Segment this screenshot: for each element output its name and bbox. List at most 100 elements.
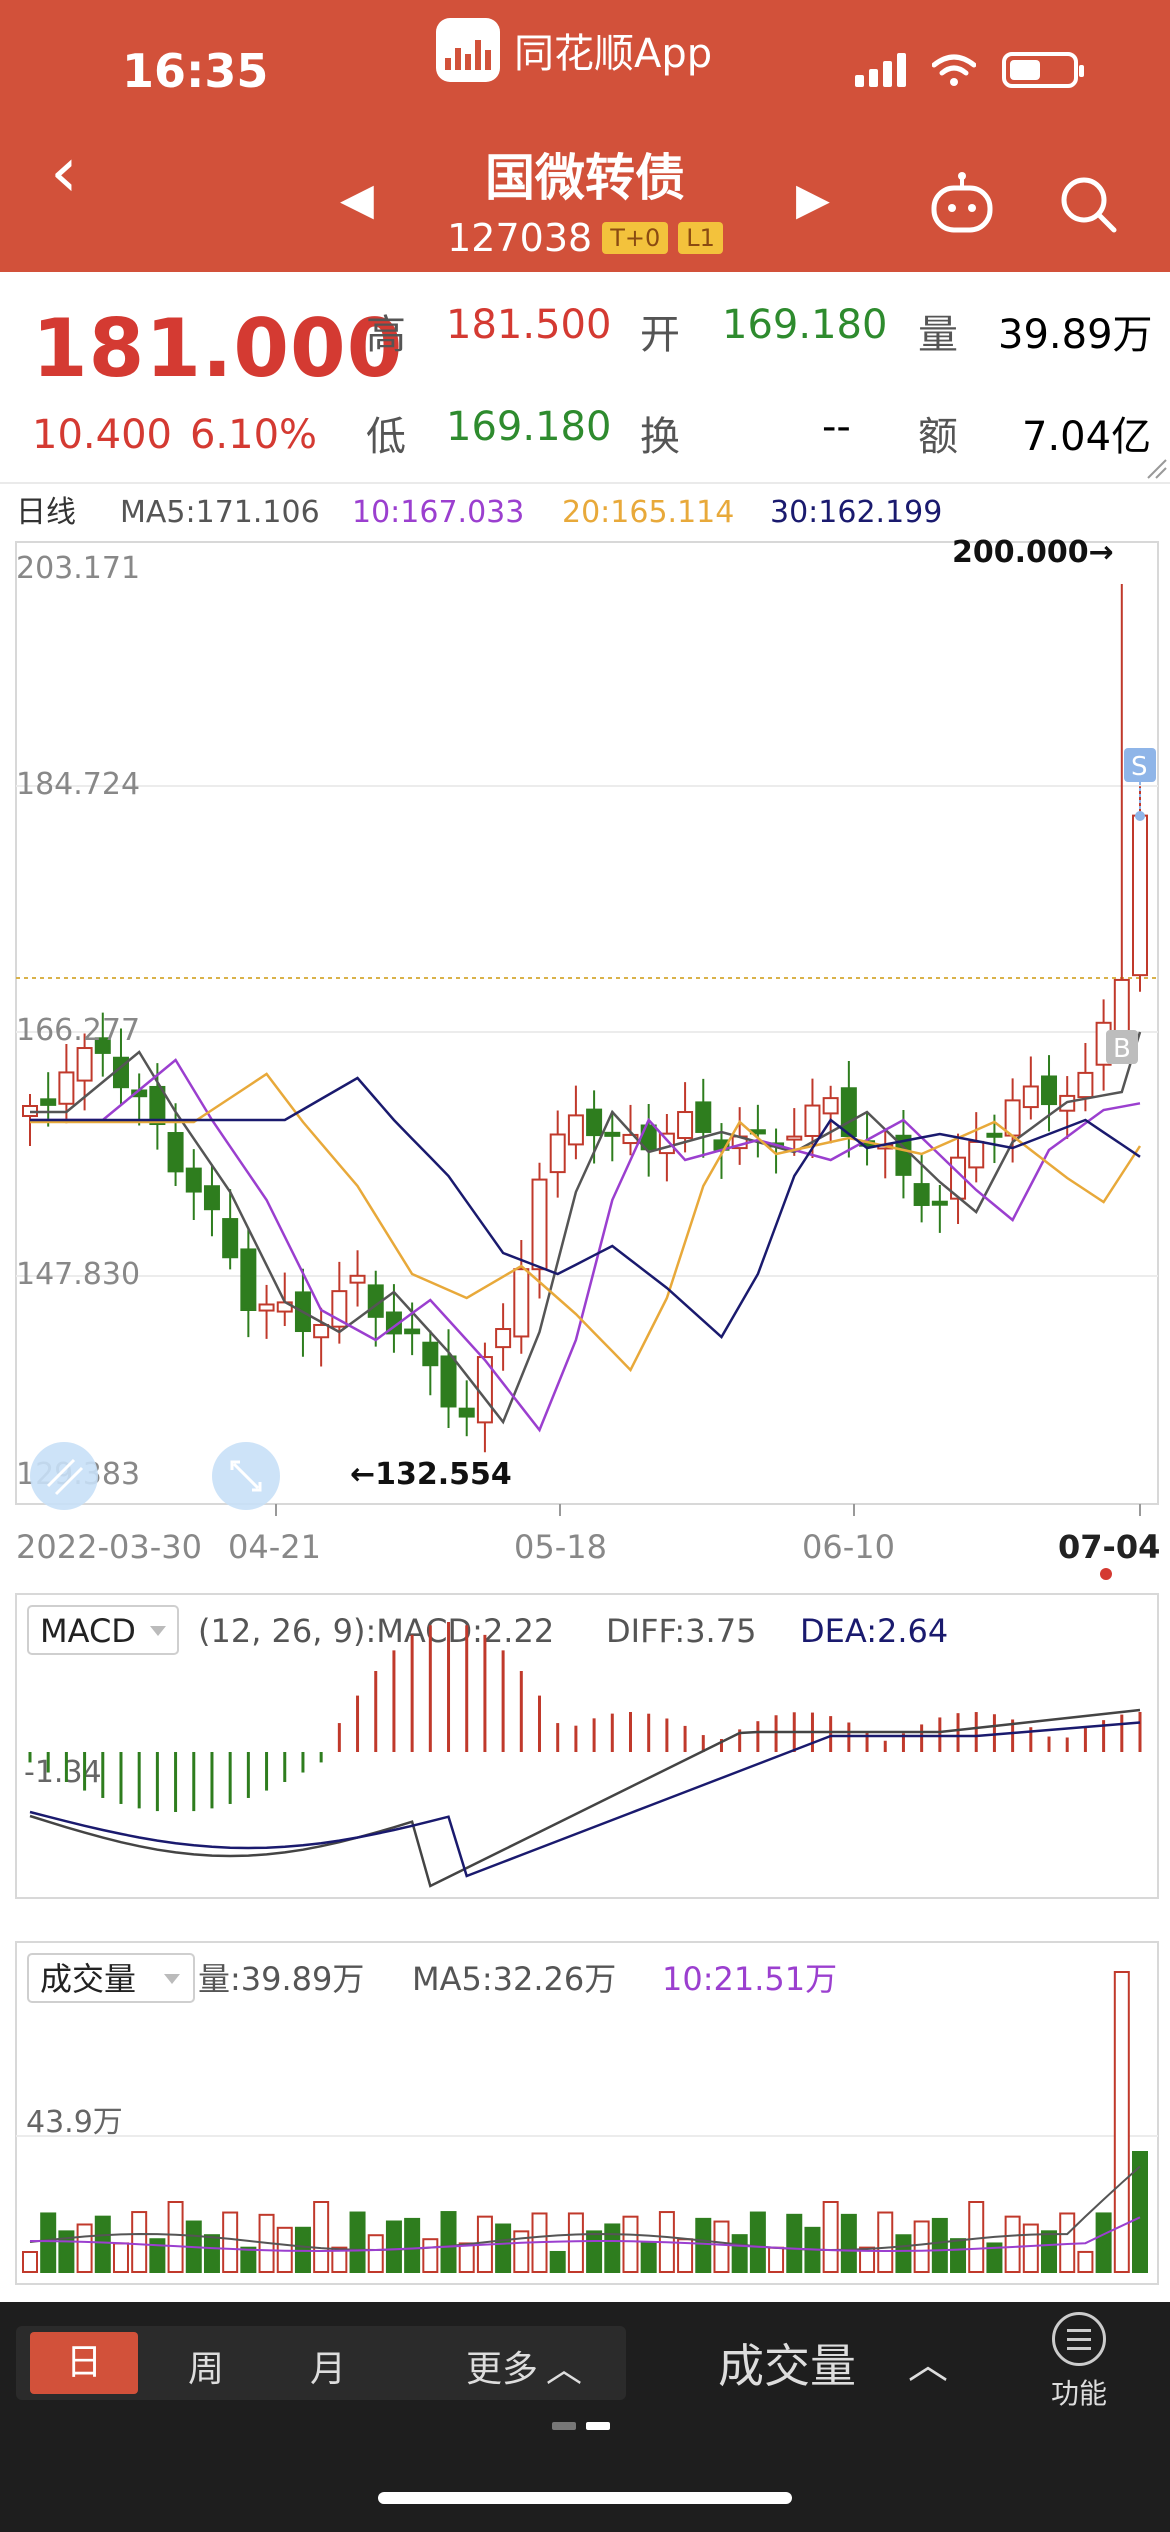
volume-bar <box>859 2246 876 2274</box>
volume-frame <box>15 1941 1159 2285</box>
period-week[interactable]: 周 <box>188 2349 225 2390</box>
low-marker: ←132.554 <box>350 1457 512 1492</box>
volume-bar <box>513 2230 530 2273</box>
buy-tag[interactable] <box>1106 1030 1138 1064</box>
fullscreen-icon <box>230 1460 262 1492</box>
period-more[interactable]: 更多 <box>466 2349 539 2390</box>
open-label: 开 <box>640 312 680 358</box>
volume-bar <box>76 2223 93 2274</box>
x-tick-3: 05-18 <box>514 1528 607 1566</box>
status-icons <box>855 52 1084 88</box>
more-chevron-up-icon[interactable]: ︿ <box>546 2349 583 2390</box>
macd-frame <box>15 1593 1159 1899</box>
candle-body <box>913 1183 930 1206</box>
chart-svg[interactable]: 日线 MA5:171.106 10:167.033 20:165.114 30:… <box>0 486 1170 2302</box>
volume-bar <box>495 2223 512 2273</box>
ma30-label: 30:162.199 <box>770 495 942 530</box>
macd-lines <box>29 1708 1141 1888</box>
indicator-chevron-up-icon[interactable]: ︿ <box>908 2342 948 2388</box>
volume-bar <box>549 2250 566 2274</box>
candle-body <box>1022 1085 1039 1109</box>
candle-body <box>1077 1071 1094 1099</box>
volume-ma5: MA5:32.26万 <box>412 1960 616 1998</box>
high-marker: 200.000→ <box>952 535 1114 570</box>
candle-body <box>986 1132 1003 1138</box>
battery-icon <box>1002 52 1084 88</box>
volume-bar <box>149 2238 166 2274</box>
volume-bar <box>640 2242 657 2273</box>
candle-body <box>94 1037 111 1054</box>
expand-corner-icon[interactable] <box>1146 458 1168 480</box>
candle-body <box>185 1167 202 1193</box>
volume-bar <box>931 2217 948 2274</box>
candle-body <box>440 1355 457 1408</box>
candle-body <box>549 1133 566 1174</box>
volume-name: 成交量 <box>40 1960 136 1998</box>
wifi-icon <box>932 54 976 86</box>
volume-bar <box>203 2234 220 2274</box>
next-stock-icon[interactable]: ▶ <box>796 174 830 225</box>
volume-bar <box>1113 1971 1130 2273</box>
volume-bar <box>622 2215 639 2273</box>
volume-ma10: 10:21.51万 <box>662 1960 837 1998</box>
volume-bar <box>840 2213 857 2273</box>
buy-tag-label: B <box>1113 1034 1131 1064</box>
chart-area[interactable]: 日线 MA5:171.106 10:167.033 20:165.114 30:… <box>0 486 1170 2302</box>
app-banner[interactable]: 同花顺App <box>436 18 712 82</box>
volume-bar <box>131 2211 148 2273</box>
change-percent: 6.10% <box>189 412 318 458</box>
kline-frame <box>15 541 1159 1505</box>
volume-bar <box>731 2234 748 2274</box>
volume-ma5-line <box>29 2165 1141 2252</box>
status-time: 16:35 <box>122 44 269 98</box>
volume-bar <box>222 2211 239 2274</box>
candle-body <box>458 1407 475 1418</box>
macd-dea: DEA:2.64 <box>800 1612 948 1650</box>
candle-body <box>58 1071 75 1105</box>
search-icon[interactable] <box>1058 174 1118 234</box>
ma20-label: 20:165.114 <box>562 495 734 530</box>
candle-body <box>1113 978 1130 1034</box>
volume-bar <box>1095 2212 1112 2273</box>
current-price: 181.000 <box>32 302 404 395</box>
turnover-value: -- <box>822 404 851 450</box>
back-icon[interactable]: ‹ <box>50 131 78 213</box>
kline-ma-lines <box>30 1031 1142 1433</box>
macd-dea-line <box>29 1721 1141 1878</box>
volume-vol: 量:39.89万 <box>198 1960 364 1998</box>
candle-body <box>531 1178 548 1271</box>
period-day[interactable]: 日 <box>30 2332 138 2394</box>
macd-diff: DIFF:3.75 <box>606 1612 756 1650</box>
function-button[interactable]: 功能 <box>1044 2312 1114 2412</box>
volume-bar <box>1077 2250 1094 2274</box>
candle-body <box>240 1248 257 1311</box>
candle-body <box>1041 1075 1058 1106</box>
volume-bar <box>1004 2215 1021 2273</box>
price-change: 10.400 6.10% <box>32 412 317 458</box>
drawing-tool-button[interactable] <box>30 1442 98 1510</box>
volume-bar <box>1132 2151 1148 2273</box>
y-tick-1: 203.171 <box>16 551 140 586</box>
macd-selector[interactable] <box>27 1605 179 1655</box>
page-indicator <box>552 2422 610 2430</box>
x-tick-4: 06-10 <box>802 1528 895 1566</box>
drawing-tool-icon <box>46 1458 84 1496</box>
period-month[interactable]: 月 <box>310 2349 347 2390</box>
robot-assistant-icon[interactable] <box>930 172 994 236</box>
candle-body <box>313 1323 330 1339</box>
candle-body <box>203 1185 220 1211</box>
stock-code-line: 127038 T+0 L1 <box>0 216 1170 260</box>
sell-tag[interactable] <box>1124 748 1156 782</box>
function-label: 功能 <box>1050 2377 1107 2410</box>
indicator-selector[interactable]: 成交量 <box>718 2339 856 2393</box>
volume-bar <box>112 2242 129 2273</box>
volume-bar <box>786 2213 803 2273</box>
prev-stock-icon[interactable]: ◀ <box>340 174 374 225</box>
volume-selector[interactable] <box>27 1953 195 2003</box>
candle-body <box>804 1104 821 1137</box>
home-indicator[interactable] <box>378 2492 792 2504</box>
volume-bar <box>367 2234 384 2274</box>
today-dot <box>1100 1568 1112 1580</box>
app-logo-icon <box>436 18 500 82</box>
volume-bar <box>385 2220 402 2274</box>
